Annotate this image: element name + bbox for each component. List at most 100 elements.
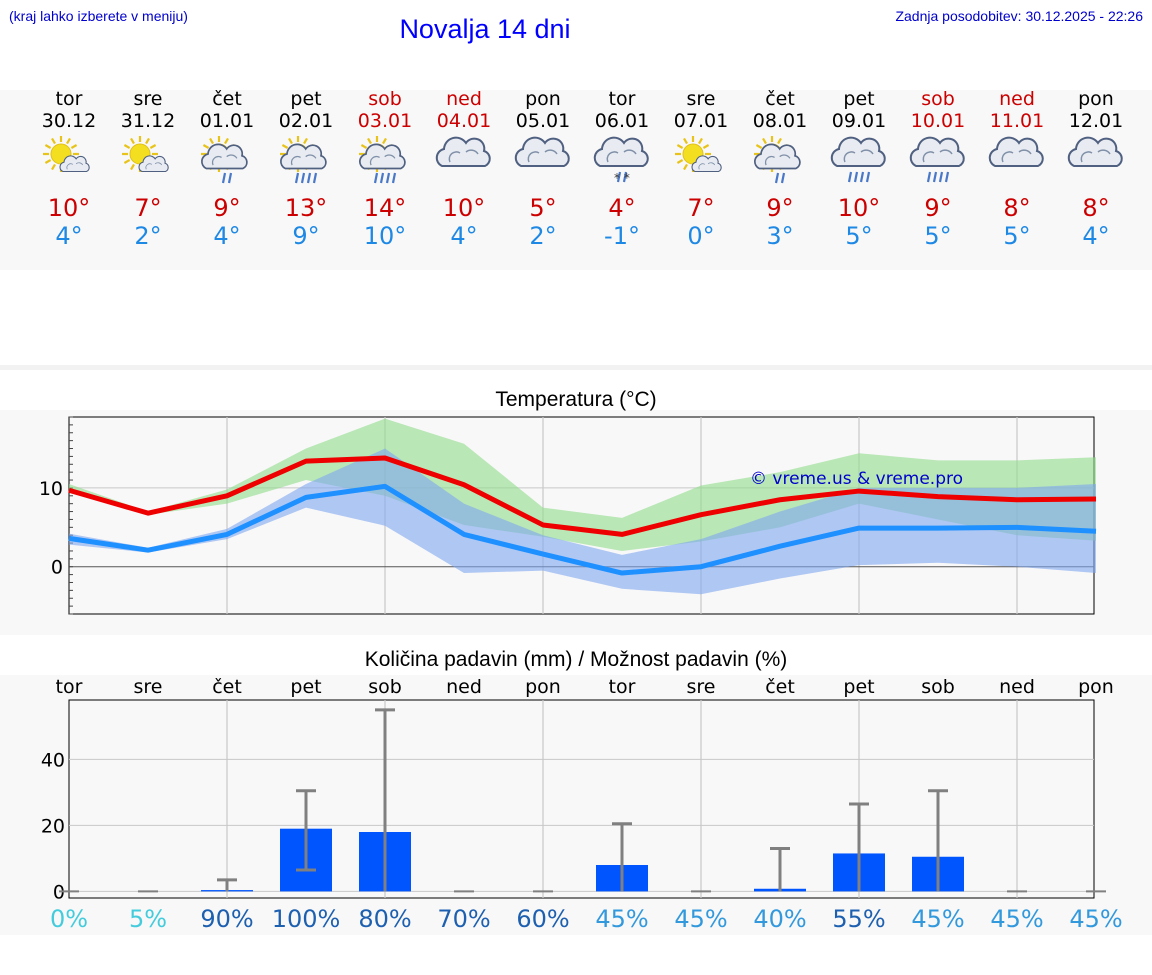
cloud-icon	[435, 136, 491, 167]
x-tick-label: pon	[1078, 676, 1114, 698]
temp-max: 7°	[134, 194, 162, 222]
cloud-shape	[435, 136, 491, 167]
day-name: tor	[608, 88, 636, 110]
rain-drop	[926, 171, 932, 183]
cloud-body	[280, 143, 327, 170]
sun-ray	[698, 137, 703, 145]
sun-cloud-icon	[43, 136, 90, 173]
sun-ray	[676, 159, 684, 164]
sun-ray	[762, 137, 767, 145]
sun-ray	[44, 144, 52, 149]
sun-ray	[382, 137, 387, 145]
day-column: pet 09.01 10° 5°	[820, 88, 898, 250]
rain-drop	[865, 171, 871, 183]
sun-ray	[149, 144, 157, 149]
temp-min: 4°	[1082, 222, 1110, 250]
day-date: 01.01	[199, 110, 255, 132]
day-name: sob	[368, 88, 402, 110]
weather-icon	[820, 134, 898, 194]
sun-cloud-icon	[122, 136, 169, 173]
cloud-detail	[1001, 149, 1032, 163]
x-tick-label: tor	[609, 676, 636, 698]
cloud-detail	[448, 149, 479, 163]
temp-max: 10°	[837, 194, 881, 222]
cloud-icon	[988, 136, 1044, 167]
cloud-body	[909, 136, 965, 167]
rain-drop	[938, 171, 944, 183]
sun-ray	[209, 137, 214, 145]
rain-drop	[622, 171, 628, 183]
rain-drop	[774, 172, 780, 184]
temp-max: 13°	[284, 194, 328, 222]
temp-min: 5°	[924, 222, 952, 250]
cloud-shape	[138, 155, 169, 173]
cloud-shape	[909, 136, 965, 167]
day-name: čet	[212, 88, 242, 110]
rain-drop	[847, 171, 853, 183]
day-date: 31.12	[120, 110, 176, 132]
sun-ray	[755, 144, 763, 149]
day-column: ned 11.01 8° 5°	[978, 88, 1056, 250]
weather-icon	[267, 134, 345, 194]
day-column: tor 06.01 * * 4° -1°	[583, 88, 661, 250]
cloud-detail	[1080, 149, 1111, 163]
probability-label: 45%	[1069, 905, 1122, 933]
cloud-heavy-rain-icon	[830, 136, 886, 183]
weather-icon	[1057, 134, 1135, 194]
probability-label: 0%	[50, 905, 88, 933]
rain-drop	[391, 172, 397, 184]
day-date: 11.01	[989, 110, 1045, 132]
cloud-body	[359, 143, 406, 170]
cloud-body	[830, 136, 886, 167]
temp-min: 3°	[766, 222, 794, 250]
sun-cloud-heavy-rain-icon	[280, 136, 327, 184]
temp-max: 9°	[213, 194, 241, 222]
divider	[0, 365, 1152, 370]
temp-max: 9°	[924, 194, 952, 222]
cloud-heavy-rain-icon	[909, 136, 965, 183]
max-range-band	[69, 418, 1096, 551]
sun-ray	[367, 137, 372, 145]
day-column: tor 30.12 10° 4°	[30, 88, 108, 250]
cloud-shape	[359, 143, 406, 170]
cloud-body	[593, 136, 649, 167]
cloud-body	[138, 155, 169, 173]
daily-forecast-band	[0, 90, 1152, 270]
cloud-detail	[145, 162, 163, 170]
x-tick-label: sre	[134, 676, 163, 698]
day-date: 09.01	[831, 110, 887, 132]
day-name: tor	[55, 88, 83, 110]
probability-label: 40%	[753, 905, 806, 933]
sun-ray	[676, 144, 684, 149]
day-column: pet 02.01 13° 9°	[267, 88, 345, 250]
temp-max: 8°	[1082, 194, 1110, 222]
temp-min: 0°	[687, 222, 715, 250]
day-date: 05.01	[515, 110, 571, 132]
probability-label: 70%	[437, 905, 490, 933]
day-name: čet	[765, 88, 795, 110]
temp-min: 10°	[363, 222, 407, 250]
sun-ray	[683, 137, 688, 145]
max-temperature-line	[68, 455, 1097, 537]
temp-max: 9°	[766, 194, 794, 222]
day-column: pon 12.01 8° 4°	[1057, 88, 1135, 250]
cloud-detail	[290, 154, 317, 166]
temp-max: 7°	[687, 194, 715, 222]
day-column: sob 10.01 9° 5°	[899, 88, 977, 250]
cloud-body	[988, 136, 1044, 167]
location-hint[interactable]: (kraj lahko izberete v meniju)	[9, 8, 188, 24]
temp-min: 9°	[292, 222, 320, 250]
cloud-detail	[698, 162, 716, 170]
rain-drop	[221, 172, 227, 184]
sun-ray	[281, 144, 289, 149]
x-tick-label: sre	[687, 676, 716, 698]
cloud-body	[59, 155, 90, 173]
day-name: pet	[843, 88, 875, 110]
temperature-chart-title: Temperatura (°C)	[495, 388, 657, 411]
day-date: 10.01	[910, 110, 966, 132]
day-column: ned 04.01 10° 4°	[425, 88, 503, 250]
temp-min: 5°	[1003, 222, 1031, 250]
probability-label: 5%	[129, 905, 167, 933]
